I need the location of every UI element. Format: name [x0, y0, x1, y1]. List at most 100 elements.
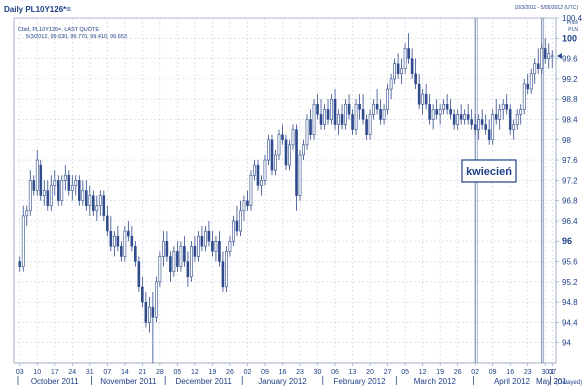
candle-body-down — [445, 104, 449, 110]
candle — [312, 99, 316, 140]
candle — [288, 139, 291, 171]
candle-body-down — [256, 164, 260, 186]
candle-body-down — [85, 190, 88, 206]
candle-body-up — [158, 256, 162, 283]
x-day-label: 19 — [436, 369, 444, 376]
candle — [368, 109, 372, 140]
x-day-label: 17 — [51, 369, 59, 376]
candle — [98, 190, 102, 216]
candle-body-down — [494, 114, 498, 120]
candle — [53, 170, 57, 196]
x-day-label: 14 — [121, 369, 129, 376]
candle-body-down — [333, 98, 337, 125]
candle — [144, 291, 148, 328]
x-day-label: 20 — [366, 369, 374, 376]
candle-body-up — [519, 109, 523, 115]
candle-body-up — [232, 220, 235, 242]
candle-body-down — [319, 114, 323, 125]
candle — [505, 94, 508, 115]
y-tick-label: 100.4 — [562, 14, 583, 23]
candle-body-up — [515, 114, 519, 125]
candle — [361, 94, 365, 125]
candle — [109, 215, 113, 252]
candle — [456, 109, 460, 130]
candle — [263, 154, 267, 186]
candle-body-up — [400, 68, 403, 75]
currency-label: PLN — [568, 27, 578, 33]
candle — [78, 175, 81, 206]
candle — [32, 175, 36, 196]
candle-body-up — [25, 210, 29, 217]
candle-body-down — [32, 180, 36, 191]
candle-body-up — [403, 48, 407, 70]
candle-body-up — [179, 246, 183, 267]
x-day-label: 30 — [314, 369, 322, 376]
annotation-box: kwiecień — [461, 159, 517, 183]
candle-body-down — [505, 104, 508, 110]
candle-body-down — [470, 119, 473, 125]
candle-body-down — [246, 200, 249, 206]
candle-body-up — [550, 55, 554, 58]
candle-body-down — [127, 230, 130, 237]
x-day-label: 23 — [296, 369, 304, 376]
candle-body-down — [473, 124, 477, 130]
candle-body-down — [193, 246, 197, 257]
x-day-label: 21 — [138, 369, 146, 376]
candle — [49, 175, 53, 211]
y-tick-label: 97.2 — [562, 176, 578, 185]
candle — [21, 205, 25, 272]
candle-body-down — [235, 220, 239, 232]
candle — [274, 149, 277, 176]
candle-body-down — [365, 119, 368, 135]
y-tick-label: 96 — [562, 236, 572, 246]
y-tick-label: 96.8 — [562, 197, 578, 206]
x-day-label: 24 — [68, 369, 76, 376]
candle-body-down — [137, 261, 141, 288]
candle — [491, 109, 495, 145]
x-day-label: 06 — [331, 369, 339, 376]
candle — [190, 241, 193, 282]
candle — [340, 104, 344, 130]
candle — [200, 226, 204, 252]
candle — [519, 104, 523, 125]
candle — [176, 241, 179, 272]
x-day-label: 23 — [524, 369, 532, 376]
candle — [487, 119, 491, 145]
candle — [102, 190, 106, 221]
candle — [81, 180, 85, 206]
candle — [354, 99, 358, 135]
x-day-label: 07 — [103, 369, 111, 376]
candle-body-up — [323, 109, 326, 125]
candle-body-up — [291, 129, 295, 146]
candle — [445, 94, 449, 115]
candle — [428, 94, 431, 125]
candle-body-down — [543, 48, 547, 59]
candle-body-up — [49, 185, 53, 207]
candle-body-up — [389, 78, 393, 90]
candle — [298, 149, 302, 201]
candle-body-down — [309, 119, 312, 135]
candle-body-up — [63, 174, 67, 181]
candle — [547, 43, 551, 69]
y-tick-label: 95.6 — [562, 258, 578, 267]
x-day-label: 03 — [16, 369, 24, 376]
x-day-label: 16 — [279, 369, 287, 376]
candle-body-down — [326, 109, 330, 120]
x-month-label: March 2012 — [414, 377, 457, 386]
candle — [480, 109, 484, 130]
y-tick-label: 98.4 — [562, 115, 578, 124]
candle-body-up — [172, 251, 176, 272]
candle-body-down — [295, 129, 298, 196]
candle-body-down — [169, 256, 172, 272]
candle — [253, 160, 256, 181]
annotation-frame — [461, 159, 517, 183]
candle — [291, 124, 295, 150]
candle-body-up — [421, 93, 425, 105]
candle-body-up — [95, 205, 99, 212]
candle — [260, 175, 263, 196]
candle — [536, 48, 540, 74]
candle — [400, 58, 403, 84]
plot-frame — [13, 17, 557, 364]
candle-body-up — [60, 180, 64, 201]
candle — [326, 99, 330, 125]
